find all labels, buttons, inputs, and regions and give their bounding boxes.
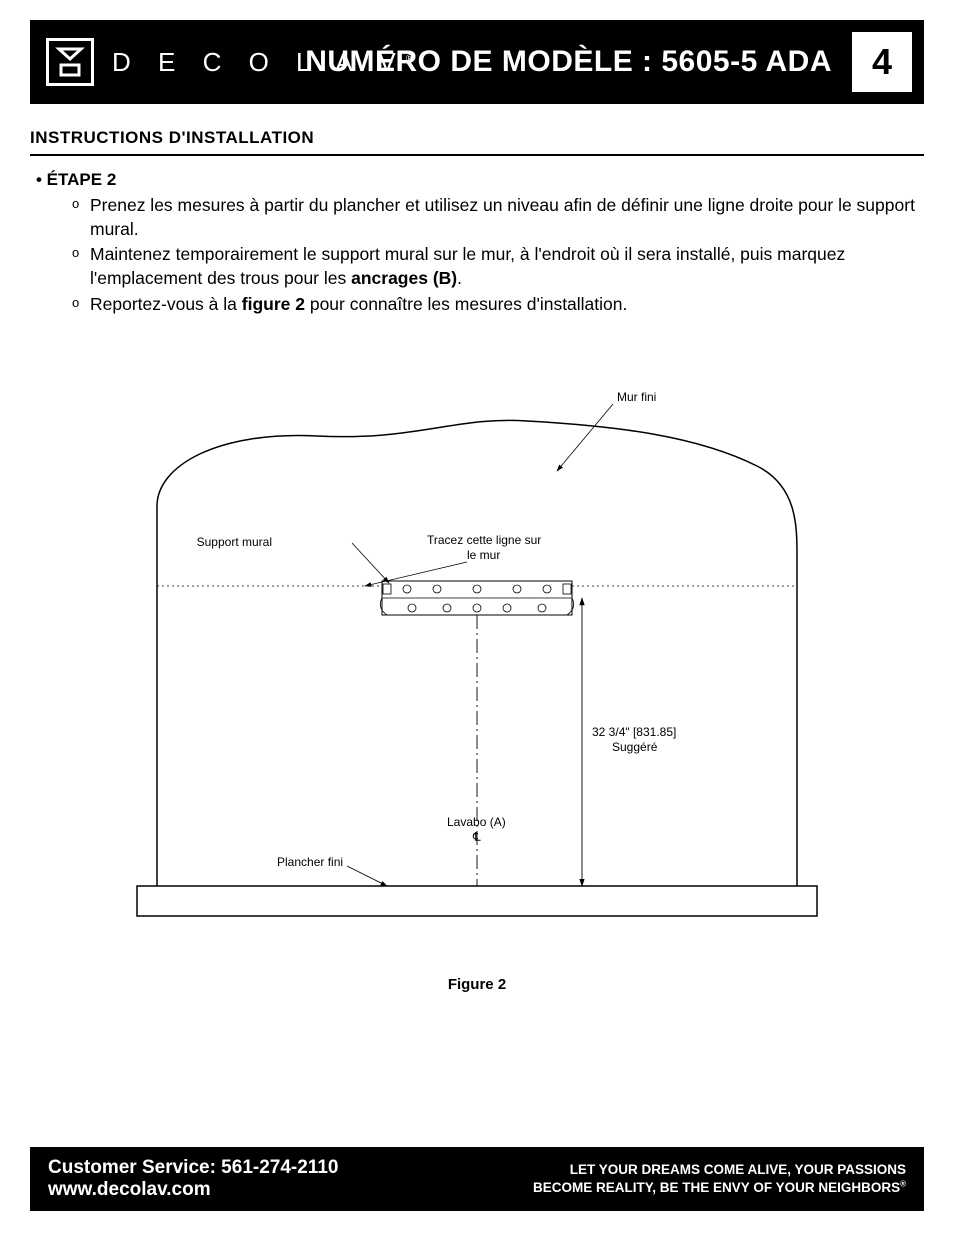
footer-right: LET YOUR DREAMS COME ALIVE, YOUR PASSION…: [533, 1161, 906, 1197]
label-tracez-1: Tracez cette ligne sur: [427, 533, 541, 547]
bullet-text: pour connaître les mesures d'installatio…: [305, 294, 627, 314]
footer-url: www.decolav.com: [48, 1179, 338, 1201]
figure-diagram: Mur fini Support mural Tracez cette lign…: [97, 376, 857, 956]
page: D E C O L A V® NUMÉRO DE MODÈLE : 5605-5…: [0, 0, 954, 1235]
bullet-bold: figure 2: [242, 294, 305, 314]
page-number-box: 4: [852, 32, 912, 92]
bullet-text: Prenez les mesures à partir du plancher …: [90, 195, 915, 239]
label-tracez-2: le mur: [467, 548, 500, 562]
step-bullets: Prenez les mesures à partir du plancher …: [36, 194, 924, 316]
bullet-item: Prenez les mesures à partir du plancher …: [72, 194, 924, 241]
brand-logo-icon: [46, 38, 94, 86]
header-bar: D E C O L A V® NUMÉRO DE MODÈLE : 5605-5…: [30, 20, 924, 104]
bullet-item: Reportez-vous à la figure 2 pour connaît…: [72, 293, 924, 317]
section-title-row: INSTRUCTIONS D'INSTALLATION: [30, 128, 924, 156]
figure-wrap: Mur fini Support mural Tracez cette lign…: [30, 376, 924, 993]
customer-service: Customer Service: 561-274-2110: [48, 1157, 338, 1179]
step-block: • ÉTAPE 2 Prenez les mesures à partir du…: [30, 170, 924, 316]
label-support: Support mural: [197, 535, 272, 549]
figure-caption: Figure 2: [448, 976, 506, 993]
label-plancher: Plancher fini: [277, 855, 343, 869]
bracket-group: [380, 581, 573, 615]
floor-rect: [137, 886, 817, 916]
label-cl: ℄: [472, 830, 481, 844]
section-title: INSTRUCTIONS D'INSTALLATION: [30, 128, 924, 148]
tagline-2: BECOME REALITY, BE THE ENVY OF YOUR NEIG…: [533, 1179, 906, 1197]
label-dim-sub: Suggéré: [612, 740, 658, 754]
bullet-text: Maintenez temporairement le support mura…: [90, 244, 845, 288]
step-heading: • ÉTAPE 2: [36, 170, 924, 190]
bullet-item: Maintenez temporairement le support mura…: [72, 243, 924, 290]
bullet-bold: ancrages (B): [351, 268, 457, 288]
label-lavabo: Lavabo (A): [447, 815, 506, 829]
bullet-text: Reportez-vous à la: [90, 294, 242, 314]
label-mur-fini: Mur fini: [617, 390, 656, 404]
footer-left: Customer Service: 561-274-2110 www.decol…: [48, 1157, 338, 1201]
model-number: NUMÉRO DE MODÈLE : 5605-5 ADA: [305, 45, 832, 79]
label-dim-value: 32 3/4" [831.85]: [592, 725, 676, 739]
bullet-text: .: [457, 268, 462, 288]
tagline-1: LET YOUR DREAMS COME ALIVE, YOUR PASSION…: [533, 1161, 906, 1179]
footer-bar: Customer Service: 561-274-2110 www.decol…: [30, 1147, 924, 1211]
page-number: 4: [872, 41, 892, 83]
